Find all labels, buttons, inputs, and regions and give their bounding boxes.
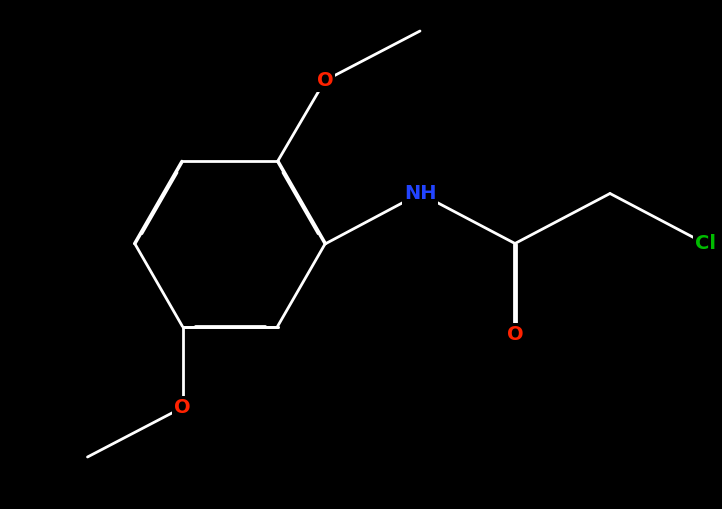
Text: O: O xyxy=(317,71,334,90)
Text: O: O xyxy=(507,325,523,344)
Text: NH: NH xyxy=(404,184,436,203)
Text: O: O xyxy=(174,398,191,417)
Text: Cl: Cl xyxy=(695,234,716,253)
